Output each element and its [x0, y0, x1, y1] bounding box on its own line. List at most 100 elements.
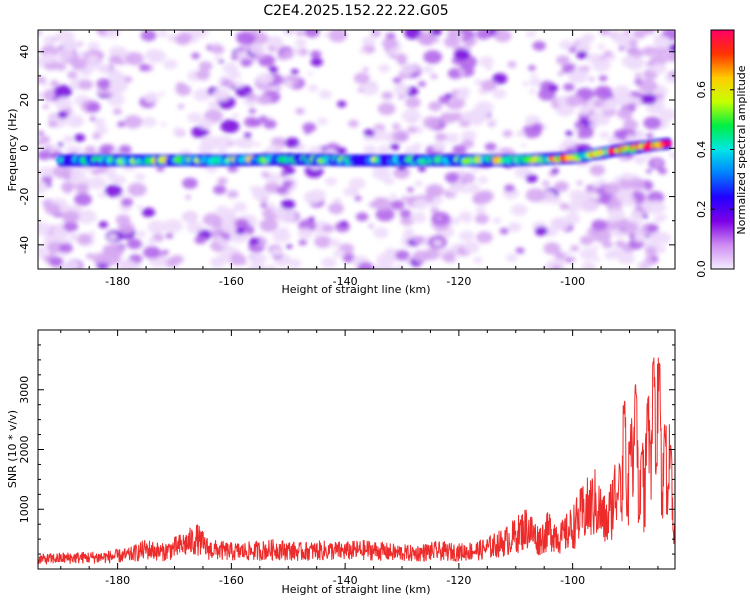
spectrogram-noise-blob [314, 233, 322, 239]
spectrogram-noise-blob [297, 228, 313, 239]
spectrogram-noise-blob [43, 234, 54, 242]
spectrogram-noise-blob [637, 261, 651, 269]
spectrogram-noise-blob [466, 183, 481, 194]
spectrogram-noise-blob [405, 97, 421, 109]
spectrogram-noise-blob [138, 63, 150, 72]
spectrogram-noise-blob [278, 227, 289, 235]
spectrogram-noise-blob [515, 130, 526, 138]
spectrogram-noise-blob [507, 222, 522, 233]
spectrogram-noise-blob [368, 223, 375, 229]
spectrogram-noise-blob [645, 133, 654, 139]
spectrogram-noise-blob [423, 50, 443, 64]
spectrogram-noise-blob [492, 73, 508, 85]
spectrogram-noise-blob [472, 193, 489, 205]
spectrogram-noise-blob [617, 252, 636, 265]
spectrogram-noise-blob [118, 145, 132, 155]
spectrogram-noise-blob [187, 112, 203, 123]
spectrogram-noise-blob [260, 202, 268, 208]
x-tick-label: -180 [105, 574, 130, 587]
spectrogram-noise-blob [401, 196, 408, 201]
spectrogram-noise-blob [659, 108, 675, 121]
spectrogram-noise-blob [534, 226, 548, 236]
spectrogram-noise-blob [156, 165, 165, 172]
spectrogram-noise-blob [38, 149, 52, 161]
spectrogram-x-ticks: -180 -160 -140 -120 -100 [60, 30, 659, 288]
spectrogram-noise-blob [323, 32, 330, 38]
spectrogram-noise-blob [120, 197, 134, 207]
spectrogram-noise-blob [212, 88, 231, 102]
spectrogram-noise-blob [43, 35, 57, 46]
spectrogram-noise-blob [78, 79, 94, 90]
spectrogram-noise-blob [234, 218, 250, 229]
spectrogram-noise-blob [310, 57, 323, 67]
spectrogram-noise-blob [177, 31, 193, 43]
spectrogram-noise-blob [160, 122, 167, 127]
spectrogram-noise-blob [381, 91, 394, 100]
spectrogram-noise-blob [401, 109, 422, 123]
spectrogram-noise-blob [48, 256, 64, 267]
spectrogram-noise-blob [613, 129, 627, 140]
x-tick-label: -100 [560, 574, 585, 587]
spectrogram-noise-blob [570, 245, 580, 252]
spectrogram-noise-blob [430, 73, 438, 80]
spectrogram-noise-blob [499, 227, 509, 235]
spectrogram-noise-blob [295, 107, 305, 115]
y-tick-label: -40 [18, 236, 31, 254]
spectrogram-noise-blob [564, 251, 572, 256]
spectrogram-noise-blob [621, 172, 632, 180]
spectrogram-noise-blob [147, 238, 157, 245]
spectrogram-noise-blob [186, 221, 204, 234]
spectrogram-noise-blob [319, 89, 332, 99]
spectrogram-noise-blob [107, 233, 118, 241]
spectrogram-noise-blob [87, 54, 99, 63]
colorbar: 0.0 0.2 0.4 0.6 Normalized spectral amplitu… [695, 29, 748, 278]
spectrogram-noise-blob [578, 106, 591, 116]
spectrogram-noise-blob [463, 40, 474, 48]
colorbar-ticks: 0.0 0.2 0.4 0.6 [695, 29, 735, 278]
x-tick-label: -140 [333, 574, 358, 587]
spectrogram-noise-blob [280, 171, 288, 178]
spectrogram-noise-blob [217, 177, 228, 185]
spectrogram-noise-blob [38, 92, 44, 99]
spectrogram-noise-blob [52, 165, 72, 179]
spectrogram-noise-blob [579, 235, 594, 246]
spectrogram-noise-blob [383, 177, 395, 185]
spectrogram-noise-blob [291, 47, 302, 55]
spectrogram-noise-blob [118, 259, 138, 269]
spectrogram-noise-blob [95, 125, 109, 135]
spectrogram-noise-blob [432, 141, 447, 152]
spectrogram-noise-blob [462, 217, 472, 224]
spectrogram-noise-blob [385, 247, 395, 255]
spectrogram-noise-blob [404, 145, 421, 158]
spectrogram-noise-blob [230, 55, 239, 61]
spectrogram-noise-blob [54, 97, 72, 110]
spectrogram-noise-blob [541, 180, 550, 187]
spectrogram-noise-blob [74, 146, 84, 154]
spectrogram-noise-blob [528, 89, 536, 95]
spectrogram-noise-blob [220, 119, 240, 134]
spectrogram-noise-blob [457, 169, 466, 176]
spectrogram-noise-blob [47, 120, 58, 128]
spectrogram-noise-blob [238, 46, 246, 52]
spectrogram-noise-blob [633, 155, 647, 165]
snr-frame [37, 329, 676, 570]
colorbar-gradient [711, 30, 734, 269]
spectrogram-noise-blob [45, 145, 53, 151]
spectrogram-noise-blob [288, 258, 302, 269]
spectrogram-noise-blob [598, 75, 608, 82]
spectrogram-noise-blob [173, 127, 184, 136]
snr-y-ticks: 1000 2000 3000 [18, 329, 675, 570]
snr-y-axis-label: SNR (10 * v/v) [6, 410, 19, 488]
spectrogram-noise-blob [559, 39, 573, 50]
spectrogram-noise-blob [548, 84, 559, 92]
spectrogram-noise-blob [49, 80, 60, 87]
spectrogram-noise-blob [243, 116, 259, 128]
spectrogram-noise-blob [85, 253, 95, 259]
spectrogram-noise-blob [373, 227, 389, 239]
spectrogram-noise-blob [604, 250, 618, 260]
spectrogram-noise-blob [68, 233, 80, 241]
spectrogram-noise-blob [440, 112, 456, 124]
spectrogram-noise-blob [644, 246, 659, 257]
spectrogram-noise-blob [551, 264, 562, 269]
spectrogram-noise-blob [381, 37, 398, 50]
